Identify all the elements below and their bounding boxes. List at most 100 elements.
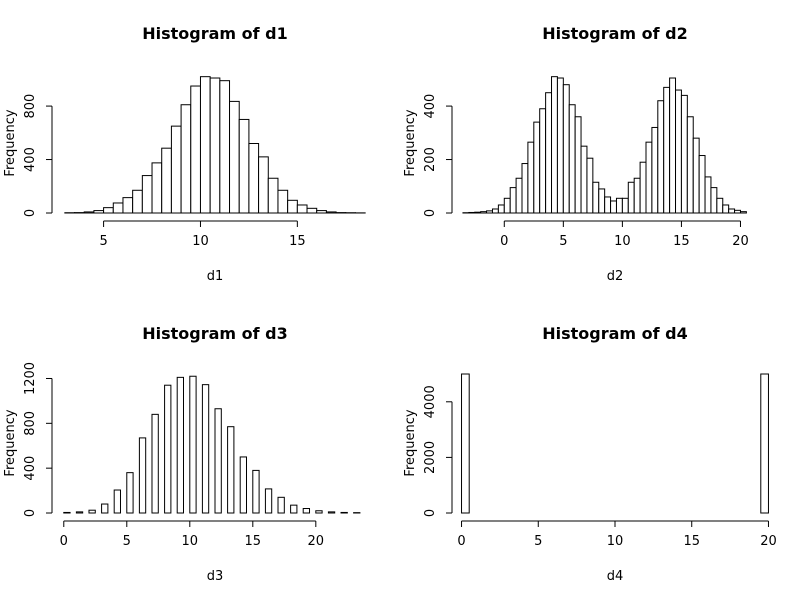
histogram-bar <box>556 77 564 214</box>
histogram-bar <box>710 187 718 214</box>
histogram-panel-d3: Histogram of d3 d3 Frequency 0 5 10 15 20 0 4… <box>3 324 361 584</box>
x-tick-label: 20 <box>732 234 749 249</box>
bars <box>461 373 769 514</box>
y-tick-label: 1200 <box>23 362 38 395</box>
histogram-bar <box>509 187 517 214</box>
x-tick-label: 15 <box>245 534 262 549</box>
histogram-bar <box>239 456 247 514</box>
histogram-bar <box>190 85 201 214</box>
histogram-bar <box>277 496 285 514</box>
histogram-panel-d2: Histogram of d2 d2 Frequency 0 5 10 15 20 0 2… <box>403 24 749 284</box>
histogram-bar <box>252 469 260 514</box>
histogram-bar <box>621 197 629 214</box>
histogram-bar <box>209 77 221 214</box>
histogram-bar <box>663 86 671 214</box>
histogram-bar <box>480 211 488 214</box>
histogram-bar <box>112 202 124 214</box>
histogram-bar <box>486 210 493 214</box>
x-tick-label: 0 <box>60 534 68 549</box>
histogram-bar <box>189 375 197 514</box>
histogram-bar <box>141 175 153 214</box>
y-tick-label: 0 <box>423 209 438 217</box>
histogram-bar <box>315 510 323 514</box>
x-tick-label: 5 <box>559 234 567 249</box>
y-axis-label: Frequency <box>3 409 18 476</box>
y-tick-label: 4000 <box>423 385 438 418</box>
histogram-bar <box>604 196 612 214</box>
histogram-bar <box>497 204 505 214</box>
x-axis: 0 5 10 15 20 <box>457 520 777 549</box>
x-tick-label: 5 <box>534 534 542 549</box>
histogram-bar <box>258 156 269 214</box>
histogram-bar <box>627 181 635 214</box>
histogram-bar <box>327 511 336 514</box>
histogram-bar <box>316 210 327 214</box>
x-axis: 0 5 10 15 20 <box>500 220 749 249</box>
histogram-bar <box>651 126 659 214</box>
histogram-bar <box>267 177 279 214</box>
histogram-bar <box>728 208 736 214</box>
histogram-bar <box>126 472 134 514</box>
y-axis-label: Frequency <box>3 109 18 176</box>
y-tick-label: 400 <box>23 456 38 481</box>
histogram-bar <box>199 76 211 214</box>
histogram-bar <box>527 141 535 214</box>
histogram-bar <box>675 89 682 214</box>
x-tick-label: 0 <box>457 534 465 549</box>
histogram-bar <box>248 143 260 214</box>
histogram-bar <box>180 104 192 214</box>
histogram-bar <box>170 125 182 214</box>
histogram-bar <box>461 373 470 514</box>
histogram-bar <box>633 177 641 214</box>
histogram-bar <box>739 211 747 214</box>
x-tick-label: 10 <box>192 234 209 249</box>
histogram-bar <box>680 94 688 214</box>
histogram-bar <box>88 509 96 514</box>
chart-title: Histogram of d3 <box>142 324 288 343</box>
histogram-bar <box>287 199 298 214</box>
x-tick-label: 20 <box>308 534 325 549</box>
bars <box>64 76 366 214</box>
histogram-bar <box>296 204 308 214</box>
y-tick-label: 200 <box>423 147 438 172</box>
histogram-bar <box>574 116 582 214</box>
histogram-bar <box>716 197 724 214</box>
x-tick-label: 15 <box>683 534 700 549</box>
histogram-bar <box>645 141 653 214</box>
histogram-bar <box>290 504 298 514</box>
y-tick-label: 400 <box>23 147 38 172</box>
histogram-bar <box>657 100 665 214</box>
histogram-bar <box>325 211 337 214</box>
x-tick-label: 5 <box>99 234 107 249</box>
histogram-bar <box>229 100 240 214</box>
histogram-bar <box>138 437 147 514</box>
chart-title: Histogram of d2 <box>542 24 688 43</box>
histogram-bar <box>122 197 134 214</box>
x-tick-label: 10 <box>614 234 631 249</box>
histogram-panel-d1: Histogram of d1 d1 Frequency 5 10 15 0 400 8… <box>3 24 366 284</box>
histogram-bar <box>468 211 476 214</box>
y-tick-label: 0 <box>23 509 38 517</box>
histogram-bar <box>474 211 482 214</box>
histogram-bar <box>164 384 172 514</box>
histogram-bar <box>113 489 121 514</box>
histogram-bar <box>227 426 235 514</box>
histogram-bar <box>515 177 523 214</box>
y-axis-label: Frequency <box>403 409 418 476</box>
histogram-bar <box>610 200 617 214</box>
y-axis: 0 200 400 <box>423 94 453 217</box>
histogram-bar <box>760 373 769 514</box>
y-axis: 0 2000 4000 <box>423 385 453 517</box>
histogram-bar <box>592 181 600 214</box>
histogram-bar <box>101 503 109 514</box>
x-axis-label: d2 <box>607 269 624 284</box>
histogram-bar <box>669 77 677 214</box>
y-tick-label: 800 <box>23 94 38 119</box>
histogram-panel-d4: Histogram of d4 d4 Frequency 0 5 10 15 20 0 2… <box>403 324 777 584</box>
histogram-bar <box>551 76 558 214</box>
histogram-bar <box>503 197 511 214</box>
y-tick-label: 800 <box>23 411 38 436</box>
histogram-bar <box>734 209 741 214</box>
histogram-bar <box>306 207 318 214</box>
bars <box>63 375 361 514</box>
